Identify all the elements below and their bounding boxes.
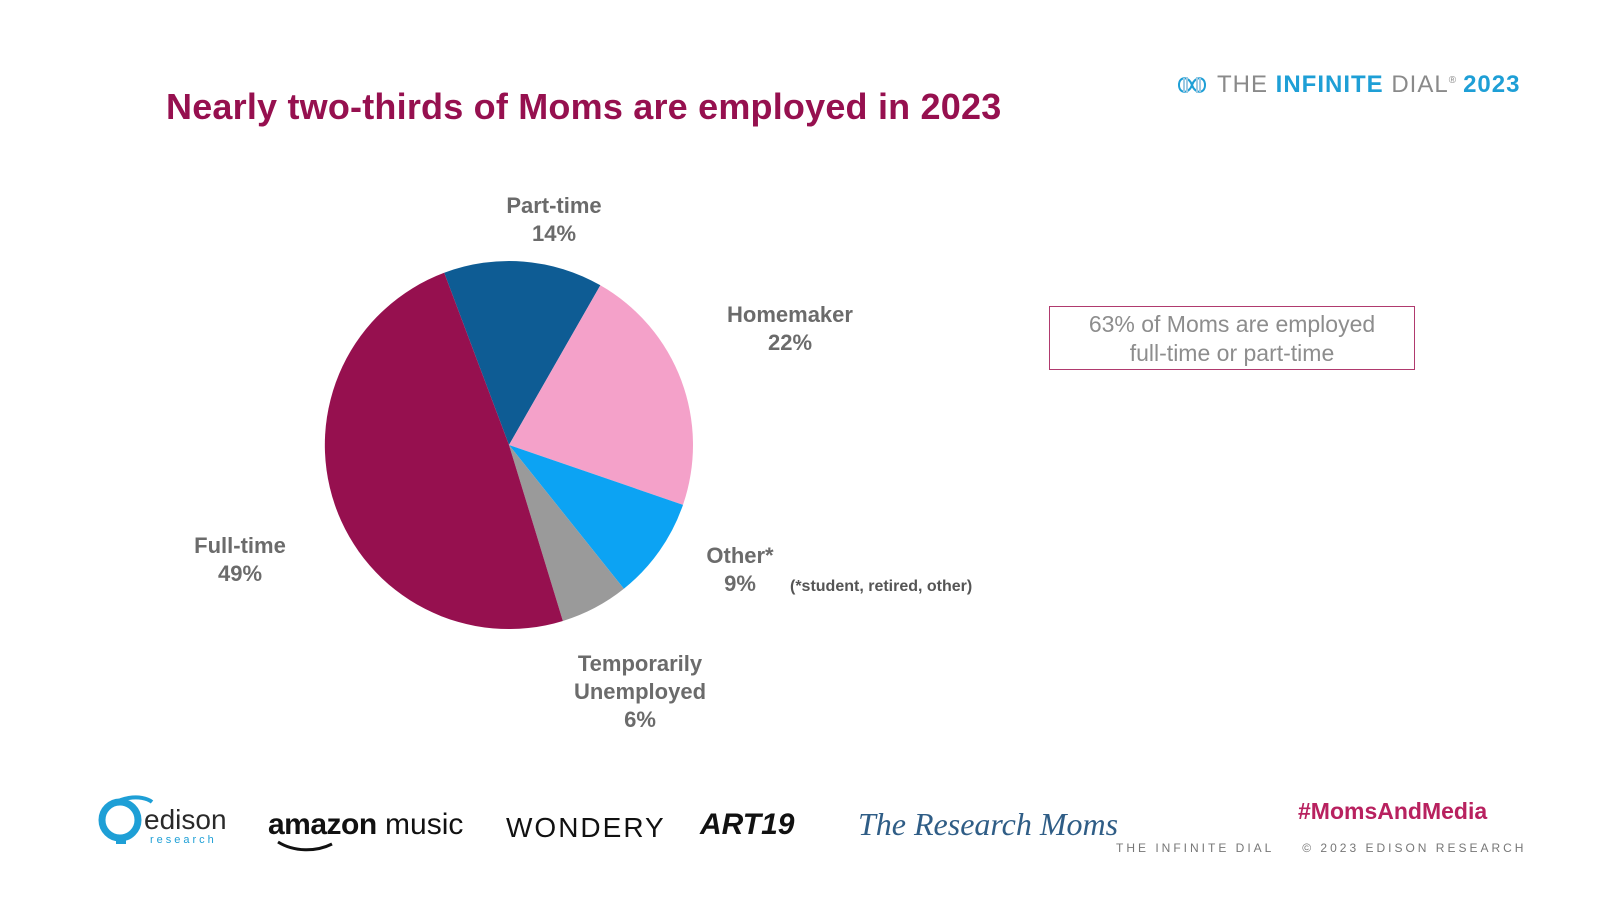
label-full-time-value: 49% (217, 561, 263, 586)
art19-logo: ART19 (700, 808, 795, 841)
label-other-name: Other* (706, 543, 774, 568)
label-part-time-value: 14% (531, 221, 577, 246)
wondery-logo: WONDERY (506, 812, 666, 843)
brand-text: THE INFINITE DIAL® 2023 (1217, 71, 1521, 98)
other-footnote: (*student, retired, other) (790, 578, 973, 595)
label-homemaker-value: 22% (767, 330, 813, 355)
label-full-time-name: Full-time (194, 533, 286, 558)
label-other-value: 9% (724, 571, 756, 596)
pie-slice-homemaker (509, 285, 693, 505)
callout-line1: 63% of Moms are employed (1088, 311, 1376, 337)
label-temporarily-value: 6% (624, 707, 656, 732)
edison-name: edison (144, 804, 227, 835)
edison-bulb-icon (98, 795, 154, 844)
footer-left-text: THE INFINITE DIAL (1116, 841, 1274, 855)
infinite-dial-logo: THE INFINITE DIAL® 2023 (1175, 68, 1520, 102)
label-temporarily-line2: Unemployed (573, 679, 707, 704)
hashtag: #MomsAndMedia (1298, 798, 1488, 824)
footer-credits: THE INFINITE DIAL © 2023 EDISON RESEARCH (1116, 841, 1526, 855)
label-part-time: Part-time 14% (494, 192, 614, 248)
employment-callout: 63% of Moms are employed full-time or pa… (1049, 306, 1415, 370)
amazon-music-logo: amazon music (268, 808, 464, 852)
amazon-word: amazon (268, 808, 377, 841)
label-other: Other* 9% (694, 542, 786, 598)
pie-slice-other (509, 445, 683, 589)
page-title: Nearly two-thirds of Moms are employed i… (166, 86, 1002, 127)
pie-slice-full-time (324, 272, 563, 630)
infinity-icon (1177, 77, 1207, 93)
label-homemaker: Homemaker 22% (710, 301, 870, 357)
label-homemaker-name: Homemaker (727, 302, 853, 327)
label-part-time-name: Part-time (506, 193, 602, 218)
amazon-smile-icon (277, 840, 333, 852)
footer-right-text: © 2023 EDISON RESEARCH (1302, 841, 1527, 855)
edison-sub: research (150, 834, 217, 846)
label-temporarily-unemployed: Temporarily Unemployed 6% (552, 650, 728, 734)
pie-slice-temporarily-unemployed (509, 445, 624, 621)
music-word: music (376, 808, 464, 841)
label-full-time: Full-time 49% (176, 532, 304, 588)
research-moms-logo: The Research Moms (858, 806, 1119, 842)
label-temporarily-line1: Temporarily (577, 651, 703, 676)
pie-slice-part-time (444, 260, 601, 445)
callout-line2: full-time or part-time (1129, 340, 1335, 366)
